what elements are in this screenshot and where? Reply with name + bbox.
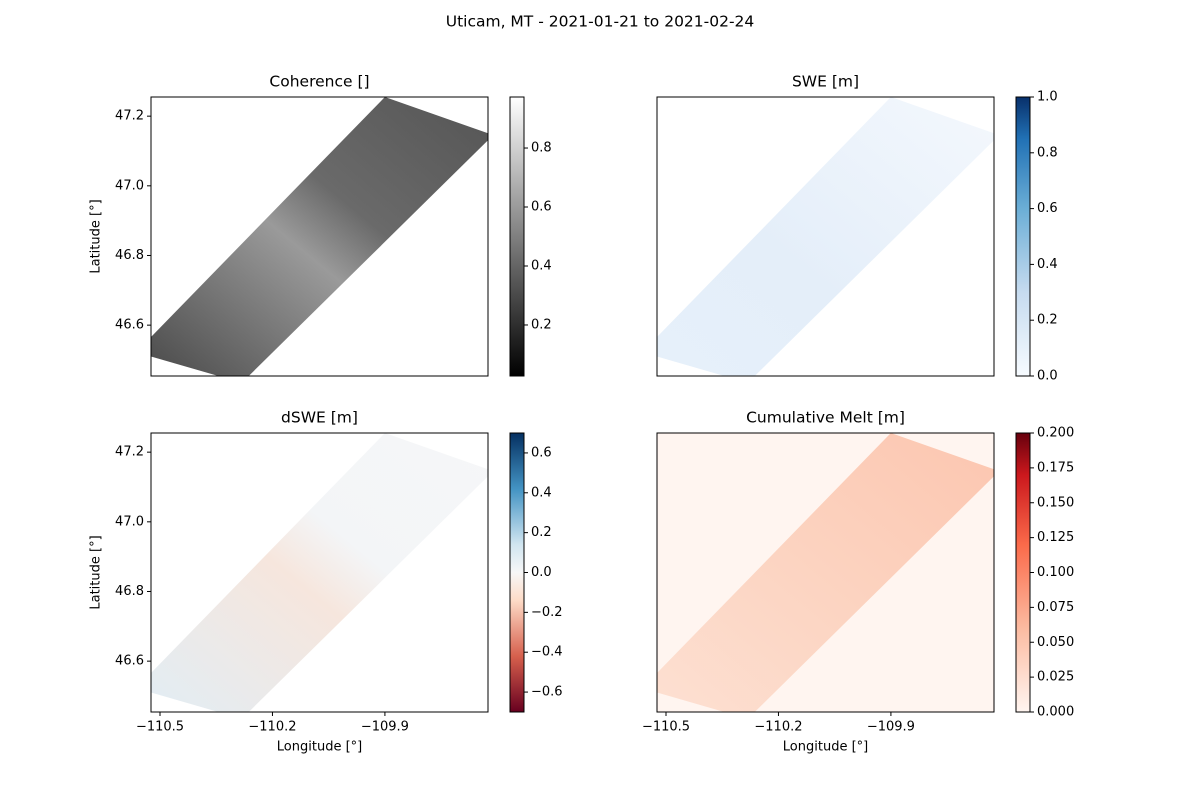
panel-title: Cumulative Melt [m] xyxy=(746,409,905,427)
colorbar-tick-label: 0.075 xyxy=(1037,600,1074,615)
y-tick-label: 47.0 xyxy=(115,514,144,529)
colorbar-tick-label: 0.000 xyxy=(1037,705,1074,720)
panel-title: SWE [m] xyxy=(792,73,859,91)
y-tick-label: 46.8 xyxy=(115,248,144,263)
colorbar-tick-label: 0.200 xyxy=(1037,426,1074,441)
panel-title: dSWE [m] xyxy=(281,409,358,427)
map-swath xyxy=(151,433,488,712)
y-tick-label: 46.6 xyxy=(115,318,144,333)
colorbar-tick-label: 0.4 xyxy=(531,258,552,273)
y-tick-label: 46.6 xyxy=(115,654,144,669)
colorbar xyxy=(509,96,525,377)
y-axis-label: Latitude [°] xyxy=(89,535,104,609)
colorbar-tick-label: 0.4 xyxy=(1037,257,1058,272)
colorbar-tick-label: 0.6 xyxy=(531,200,552,215)
y-tick-label: 47.0 xyxy=(115,178,144,193)
map-swath xyxy=(657,97,994,376)
y-tick-label: 46.8 xyxy=(115,584,144,599)
x-axis-label: Longitude [°] xyxy=(783,740,868,755)
colorbar-tick-label: 0.2 xyxy=(1037,313,1058,328)
axes-frame xyxy=(150,432,489,713)
colorbar-tick-label: −0.2 xyxy=(531,605,563,620)
x-axis-label: Longitude [°] xyxy=(277,740,362,755)
y-tick-label: 47.2 xyxy=(115,445,144,460)
colorbar xyxy=(1015,96,1031,377)
colorbar-tick-label: −0.4 xyxy=(531,645,563,660)
colorbar xyxy=(509,432,525,713)
colorbar-tick-label: 0.6 xyxy=(1037,201,1058,216)
x-tick-label: −110.5 xyxy=(642,720,690,735)
colorbar-tick-label: −0.6 xyxy=(531,685,563,700)
axes-frame xyxy=(150,96,489,377)
colorbar-tick-label: 0.6 xyxy=(531,445,552,460)
figure-title: Uticam, MT - 2021-01-21 to 2021-02-24 xyxy=(446,13,755,31)
y-tick-label: 47.2 xyxy=(115,109,144,124)
x-tick-label: −109.9 xyxy=(361,720,409,735)
colorbar-tick-label: 0.175 xyxy=(1037,460,1074,475)
x-tick-label: −110.5 xyxy=(136,720,184,735)
axes-frame xyxy=(656,96,995,377)
colorbar-tick-label: 0.125 xyxy=(1037,530,1074,545)
colorbar-tick-label: 0.0 xyxy=(531,565,552,580)
colorbar-tick-label: 0.8 xyxy=(531,141,552,156)
colorbar-tick-label: 0.2 xyxy=(531,317,552,332)
colorbar xyxy=(1015,432,1031,713)
map-swath xyxy=(657,433,994,712)
x-tick-label: −110.2 xyxy=(248,720,296,735)
x-tick-label: −110.2 xyxy=(754,720,802,735)
map-swath xyxy=(151,97,488,376)
colorbar-tick-label: 0.050 xyxy=(1037,635,1074,650)
axes-frame xyxy=(656,432,995,713)
colorbar-tick-label: 0.025 xyxy=(1037,670,1074,685)
colorbar-tick-label: 0.4 xyxy=(531,485,552,500)
colorbar-tick-label: 1.0 xyxy=(1037,90,1058,105)
colorbar-tick-label: 0.8 xyxy=(1037,145,1058,160)
colorbar-tick-label: 0.100 xyxy=(1037,565,1074,580)
colorbar-tick-label: 0.150 xyxy=(1037,495,1074,510)
colorbar-tick-label: 0.0 xyxy=(1037,369,1058,384)
y-axis-label: Latitude [°] xyxy=(89,199,104,273)
panel-title: Coherence [] xyxy=(269,73,369,91)
colorbar-tick-label: 0.2 xyxy=(531,525,552,540)
x-tick-label: −109.9 xyxy=(867,720,915,735)
